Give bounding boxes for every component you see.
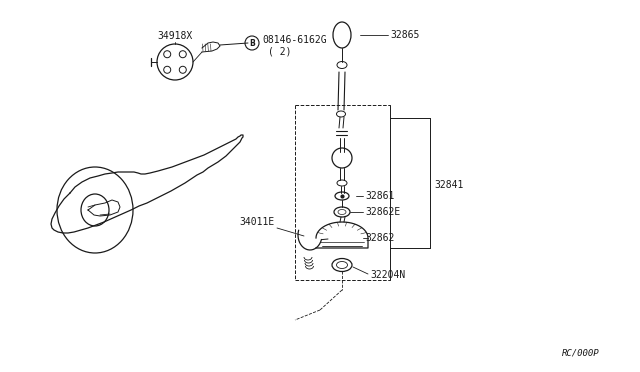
Text: 34011E: 34011E [240,217,275,227]
Text: 32861: 32861 [365,191,394,201]
Text: ( 2): ( 2) [268,47,291,57]
Text: RC/000P: RC/000P [563,349,600,358]
Text: 32862: 32862 [365,233,394,243]
Text: 34918X: 34918X [157,31,193,41]
Text: 32862E: 32862E [365,207,400,217]
Text: 32865: 32865 [390,30,419,40]
Text: 32841: 32841 [434,180,463,190]
Text: B: B [249,38,255,48]
Text: 08146-6162G: 08146-6162G [262,35,326,45]
Text: 32204N: 32204N [370,270,405,280]
